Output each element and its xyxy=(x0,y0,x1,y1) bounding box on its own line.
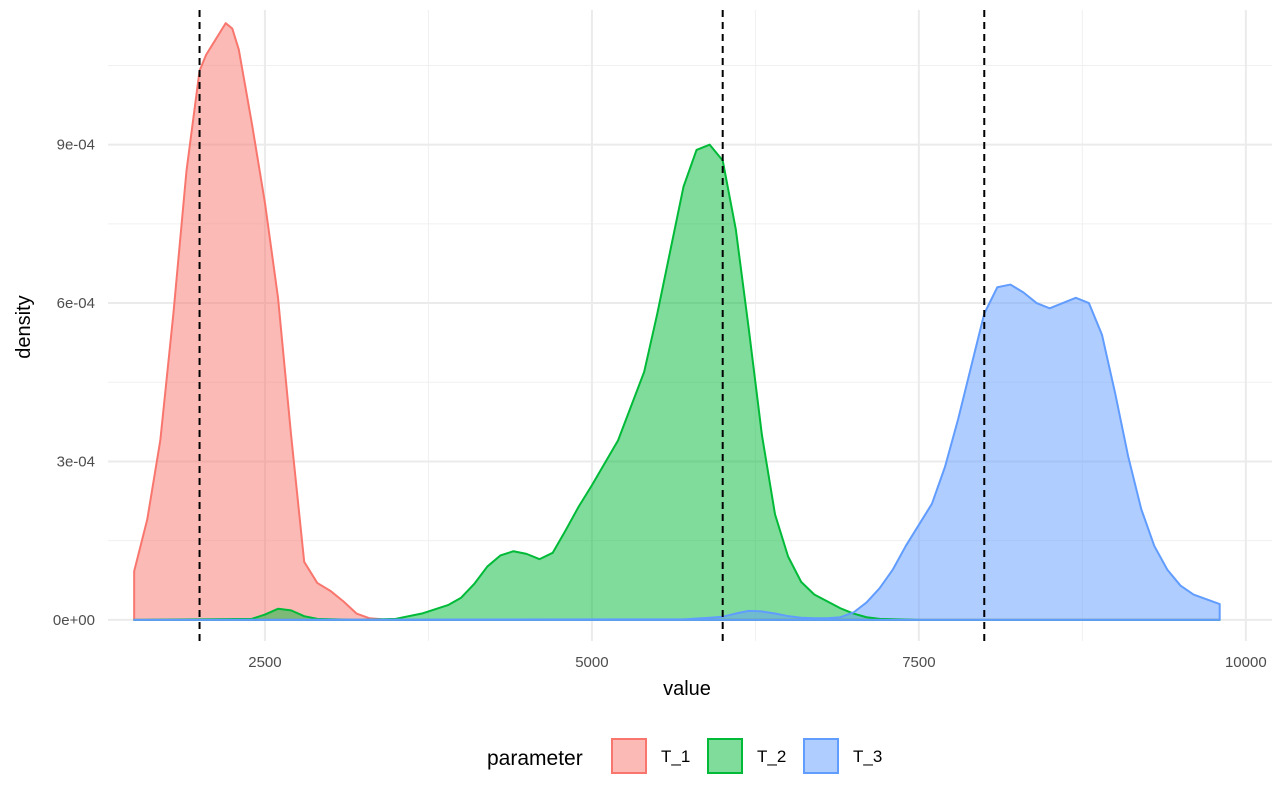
legend-key-T_1 xyxy=(611,738,647,774)
reference-lines xyxy=(198,10,986,641)
x-tick-label: 5000 xyxy=(575,654,608,671)
x-axis-title: value xyxy=(663,678,711,700)
y-axis-title: density xyxy=(13,295,35,358)
legend-item-T_2: T_2 xyxy=(707,738,786,774)
legend: parameter T_1 T_2 T_3 xyxy=(487,738,882,774)
y-tick-label: 3e-04 xyxy=(57,453,95,470)
legend-label-T_2: T_2 xyxy=(757,747,786,766)
x-tick-label: 2500 xyxy=(248,654,281,671)
y-axis-ticks: 0e+00 3e-04 6e-04 9e-04 xyxy=(53,137,95,629)
legend-label-T_3: T_3 xyxy=(853,747,882,766)
legend-title: parameter xyxy=(487,747,583,770)
legend-item-T_1: T_1 xyxy=(611,738,690,774)
y-tick-label: 0e+00 xyxy=(53,612,95,629)
legend-items: T_1 T_2 T_3 xyxy=(611,738,882,774)
y-tick-label: 9e-04 xyxy=(57,137,95,154)
x-tick-label: 10000 xyxy=(1225,654,1267,671)
density-outlines xyxy=(133,22,1221,621)
legend-item-T_3: T_3 xyxy=(803,738,882,774)
density-outline-T_3 xyxy=(133,283,1221,621)
density-area-T_2 xyxy=(134,144,1220,620)
legend-label-T_1: T_1 xyxy=(661,747,690,766)
x-axis-ticks: 2500 5000 7500 10000 xyxy=(248,654,1266,671)
legend-key-T_3 xyxy=(803,738,839,774)
density-areas xyxy=(134,23,1220,620)
x-tick-label: 7500 xyxy=(902,654,935,671)
density-area-T_1 xyxy=(134,23,1220,620)
legend-key-T_2 xyxy=(707,738,743,774)
density-area-T_3 xyxy=(134,284,1220,620)
y-tick-label: 6e-04 xyxy=(57,295,95,312)
